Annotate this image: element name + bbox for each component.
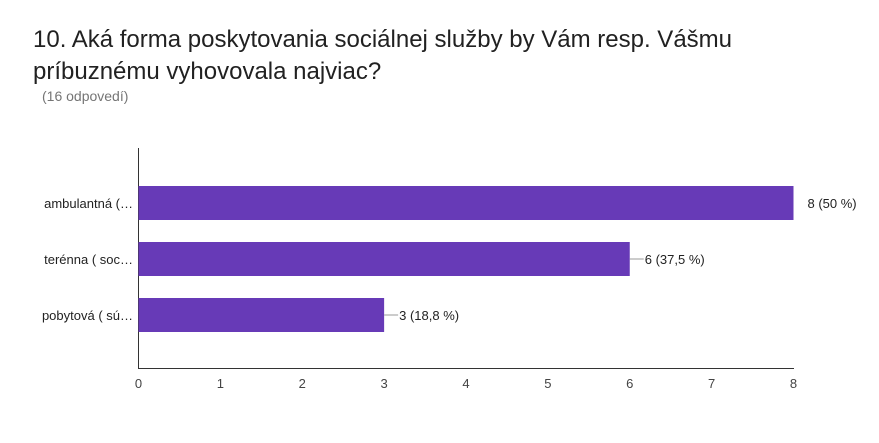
bar: [138, 242, 630, 276]
data-label: 6 (37,5 %): [645, 252, 705, 267]
category-label: ambulantná (…: [44, 196, 133, 211]
x-tick-label: 6: [626, 376, 633, 391]
bar: [138, 186, 794, 220]
chart-title: 10. Aká forma poskytovania sociálnej slu…: [33, 26, 732, 85]
category-label: terénna ( soc…: [44, 252, 133, 267]
x-tick-label: 1: [217, 376, 224, 391]
x-tick-label: 2: [299, 376, 306, 391]
x-tick-label: 7: [708, 376, 715, 391]
x-tick-label: 4: [462, 376, 469, 391]
x-tick-label: 0: [135, 376, 142, 391]
response-count: (16 odpovedí): [42, 88, 129, 104]
bar: [138, 298, 385, 332]
data-label: 3 (18,8 %): [399, 308, 459, 323]
category-label: pobytová ( sú…: [42, 308, 133, 323]
x-tick-label: 5: [544, 376, 551, 391]
data-label: 8 (50 %): [808, 196, 857, 211]
x-tick-label: 8: [790, 376, 797, 391]
x-tick-label: 3: [381, 376, 388, 391]
